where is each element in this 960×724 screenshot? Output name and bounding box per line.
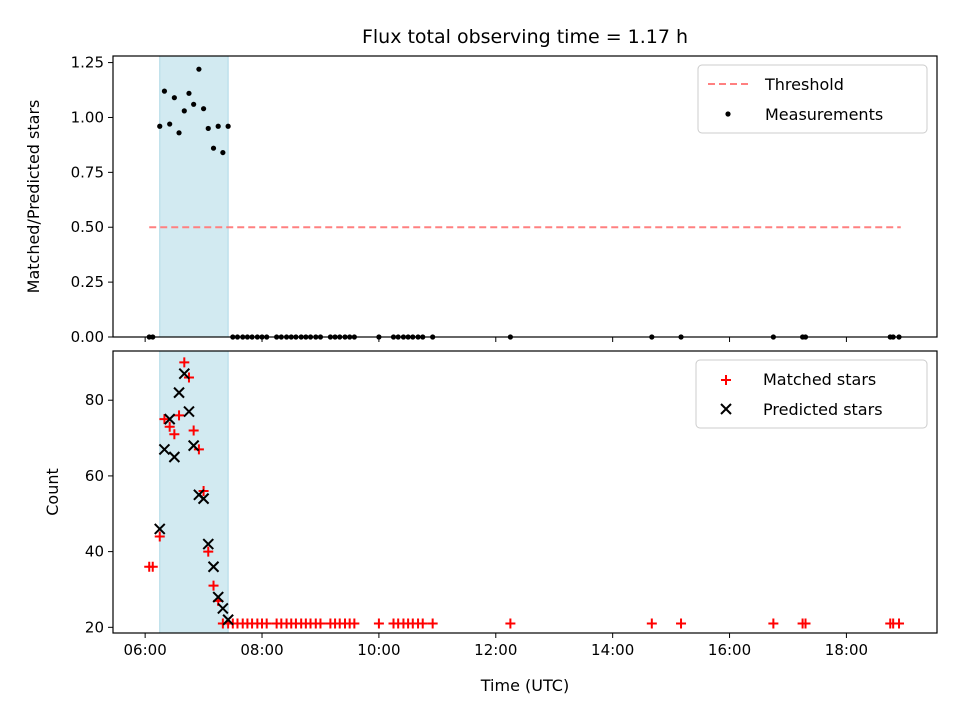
data-point <box>210 145 217 151</box>
data-point <box>202 538 214 550</box>
data-point <box>212 591 224 603</box>
data-point <box>315 618 326 629</box>
data-point <box>168 451 181 463</box>
highlight-span <box>159 55 229 338</box>
legend-matched-swatch <box>721 375 731 385</box>
legend-threshold-label: Threshold <box>764 75 844 94</box>
data-point <box>164 421 175 432</box>
y-tick-label: 0.50 <box>71 218 104 236</box>
top-panel: 0.00 0.25 0.50 0.75 1.00 1.25 Matched/Predicte… <box>24 54 938 346</box>
y-tick-label: 40 <box>85 543 104 561</box>
data-point <box>187 439 200 452</box>
data-point <box>208 580 219 591</box>
data-point <box>159 414 170 425</box>
y-axis-label: Matched/Predicted stars <box>24 100 43 294</box>
data-point <box>197 492 210 505</box>
data-point <box>417 618 428 629</box>
data-point <box>167 121 173 127</box>
data-point <box>171 95 177 101</box>
legend-box <box>697 64 928 134</box>
data-point <box>768 618 779 629</box>
data-point <box>200 106 207 112</box>
data-point <box>176 130 182 136</box>
data-point <box>183 405 195 418</box>
legend: Threshold Measurements <box>697 64 928 134</box>
series-predicted-stars <box>154 368 234 626</box>
y-tick-label: 20 <box>85 618 104 636</box>
y-tick-label: 60 <box>85 467 104 485</box>
data-point <box>186 90 192 96</box>
data-point <box>191 101 197 107</box>
data-point <box>174 410 185 421</box>
data-point <box>220 149 226 156</box>
data-point <box>800 618 811 629</box>
data-point <box>181 108 187 114</box>
legend-box <box>695 359 928 429</box>
data-point <box>196 66 202 72</box>
x-axis-label: Time (UTC) <box>480 676 569 695</box>
data-point <box>215 123 221 129</box>
legend-predicted-label: Predicted stars <box>763 400 883 419</box>
data-point <box>157 123 163 129</box>
data-point <box>646 618 657 629</box>
data-point <box>427 618 438 629</box>
data-point <box>217 602 229 615</box>
y-tick-label: 80 <box>85 391 104 409</box>
x-tick-label: 16:00 <box>708 641 751 659</box>
data-point <box>147 561 158 572</box>
data-point <box>203 546 214 557</box>
legend: Matched stars Predicted stars <box>695 359 928 429</box>
legend-measurements-swatch <box>725 111 731 117</box>
data-point <box>161 88 168 94</box>
data-point <box>193 444 204 455</box>
data-point <box>179 357 190 368</box>
legend-measurements-label: Measurements <box>765 105 883 124</box>
y-tick-label: 1.00 <box>71 108 104 126</box>
data-point <box>158 443 171 456</box>
data-point <box>178 368 191 380</box>
legend-predicted-swatch <box>720 403 732 415</box>
x-tick-label: 10:00 <box>357 641 400 659</box>
legend-matched-label: Matched stars <box>763 370 876 389</box>
data-point <box>154 523 166 535</box>
y-axis-label: Count <box>43 468 62 516</box>
data-point <box>505 618 516 629</box>
chart-title: Flux total observing time = 1.17 h <box>362 26 688 48</box>
x-tick-label: 08:00 <box>240 641 283 659</box>
x-tick-label: 06:00 <box>124 641 167 659</box>
y-tick-label: 0.00 <box>71 328 104 346</box>
data-point <box>163 413 176 425</box>
x-tick-label: 18:00 <box>825 641 868 659</box>
x-tick-label: 12:00 <box>474 641 517 659</box>
highlight-span <box>159 350 229 634</box>
data-point <box>349 618 360 629</box>
axes-frame <box>112 55 938 338</box>
data-point <box>676 618 687 629</box>
data-point <box>261 618 272 629</box>
data-point <box>205 125 211 132</box>
axes-frame <box>112 350 938 634</box>
bottom-panel: 20 40 60 80 06:00 08:00 10:00 12:00 14:00 16:00 18… <box>43 350 938 695</box>
y-tick-label: 0.75 <box>71 163 104 181</box>
data-point <box>222 614 234 626</box>
x-tick-label: 14:00 <box>591 641 634 659</box>
y-tick-label: 1.25 <box>71 54 104 72</box>
data-point <box>154 531 165 542</box>
data-point <box>169 429 180 440</box>
data-point <box>188 425 199 436</box>
data-point <box>207 561 220 573</box>
y-tick-label: 0.25 <box>71 273 104 291</box>
data-point <box>225 123 231 129</box>
data-point <box>894 618 905 629</box>
data-point <box>173 386 185 399</box>
data-point <box>373 618 384 629</box>
